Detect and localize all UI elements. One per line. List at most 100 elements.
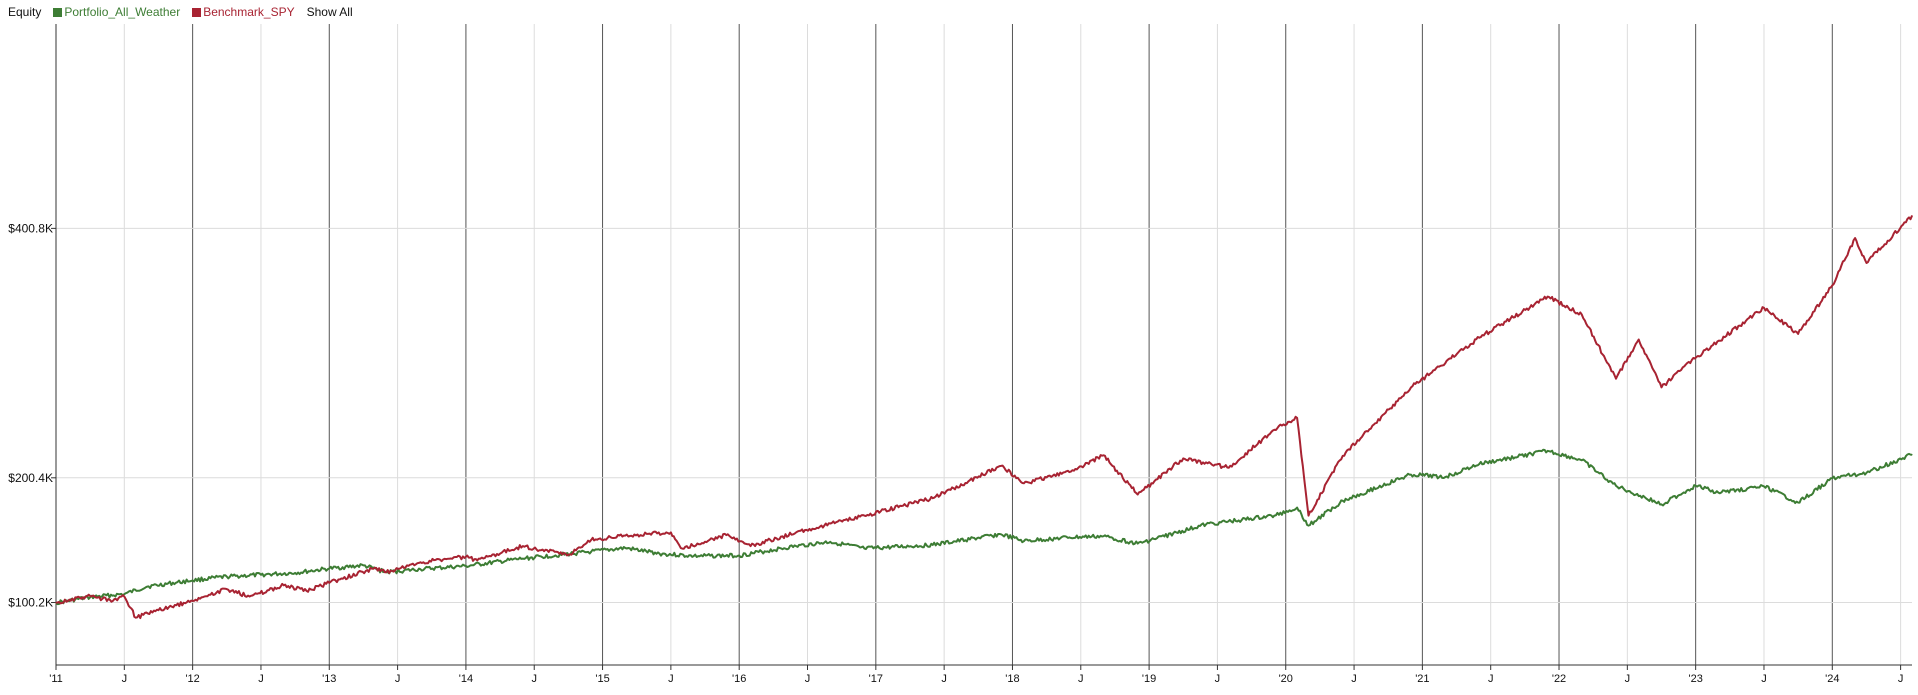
data-point — [419, 568, 421, 570]
data-point — [1615, 378, 1617, 380]
grid — [56, 24, 1912, 665]
data-point — [476, 559, 478, 562]
data-point — [226, 588, 228, 590]
data-point — [374, 567, 376, 569]
data-point — [1103, 535, 1105, 537]
chart-legend: Equity Portfolio_All_Weather Benchmark_S… — [8, 4, 353, 20]
x-tick-label: J — [122, 673, 128, 685]
data-point — [624, 547, 626, 549]
legend-label-portfolio: Portfolio_All_Weather — [64, 5, 181, 19]
data-point — [1444, 476, 1446, 478]
data-point — [1831, 284, 1833, 286]
x-tick-label: '21 — [1415, 673, 1429, 685]
x-tick-label: J — [1351, 673, 1357, 685]
axes: '11 J '12 J '13 J '14 J '15 J '16 J '17 J '18 J '19 J '20 J… — [8, 24, 1912, 685]
data-point — [1000, 465, 1002, 467]
show-all-button[interactable]: Show All — [306, 5, 353, 19]
data-point — [1307, 525, 1310, 527]
data-point — [1296, 417, 1298, 419]
data-point — [1615, 485, 1617, 487]
data-point — [1638, 338, 1640, 341]
x-tick-label: J — [1488, 673, 1494, 685]
x-tick-label: '24 — [1825, 673, 1839, 685]
data-point — [1410, 474, 1412, 476]
x-tick-label: '16 — [732, 673, 746, 685]
data-point — [1547, 450, 1549, 452]
data-point — [249, 595, 251, 598]
data-point — [55, 602, 57, 604]
data-point — [157, 609, 160, 611]
data-point — [1581, 459, 1583, 461]
x-tick-label: '13 — [322, 673, 336, 685]
x-tick-label: J — [258, 673, 264, 685]
legend-swatch-portfolio — [53, 7, 63, 17]
x-tick-label: '23 — [1688, 673, 1702, 685]
y-tick-label: $400.8K — [8, 221, 53, 235]
data-point — [1717, 492, 1719, 494]
x-tick-label: J — [805, 673, 811, 685]
data-point — [1068, 471, 1070, 473]
data-point — [590, 539, 592, 541]
data-point — [1683, 365, 1685, 367]
data-point — [283, 584, 285, 586]
data-point — [1023, 482, 1025, 484]
data-point — [305, 590, 308, 592]
data-point — [1865, 262, 1868, 264]
x-tick-label: J — [1215, 673, 1221, 685]
data-point — [1763, 307, 1765, 309]
data-point — [1342, 500, 1344, 502]
data-point — [932, 497, 934, 499]
series-line-portfolio-all-weather — [55, 448, 1913, 606]
data-point — [328, 567, 330, 570]
data-point — [567, 554, 570, 556]
data-point — [1797, 502, 1799, 504]
legend-item-benchmark[interactable]: Benchmark_SPY — [192, 5, 295, 19]
data-point — [1296, 507, 1298, 509]
data-point — [1273, 515, 1275, 517]
x-tick-label: '11 — [49, 673, 63, 685]
data-point — [693, 555, 695, 557]
data-point — [1273, 429, 1275, 431]
x-tick-label: '19 — [1142, 673, 1156, 685]
x-tick-label: J — [1625, 673, 1631, 685]
data-point — [1307, 515, 1310, 517]
data-point — [1478, 463, 1480, 465]
x-tick-label: J — [1761, 673, 1767, 685]
data-point — [1660, 386, 1663, 388]
data-point — [750, 545, 752, 547]
data-point — [1137, 543, 1139, 545]
data-point — [1228, 467, 1230, 469]
data-point — [1205, 523, 1207, 526]
x-tick-label: J — [395, 673, 401, 685]
series-line-benchmark-spy — [55, 215, 1913, 620]
data-point — [465, 565, 467, 567]
data-point — [1831, 477, 1833, 479]
data-point — [1911, 215, 1913, 217]
data-point — [1137, 493, 1139, 496]
data-point — [727, 533, 729, 535]
x-tick-label: J — [668, 673, 674, 685]
data-point — [590, 551, 592, 553]
data-point — [681, 548, 683, 550]
data-point — [226, 576, 228, 578]
x-tick-label: '18 — [1005, 673, 1019, 685]
legend-swatch-benchmark — [192, 7, 202, 17]
data-point — [863, 548, 866, 550]
data-point — [1660, 503, 1663, 505]
data-point — [192, 600, 194, 602]
data-point — [328, 582, 330, 584]
data-point — [1023, 540, 1025, 542]
data-point — [863, 515, 866, 517]
data-point — [829, 541, 831, 543]
data-point — [1865, 472, 1868, 474]
series-lines — [55, 215, 1913, 620]
data-point — [89, 595, 91, 597]
data-point — [1547, 296, 1549, 298]
data-point — [1581, 314, 1583, 316]
data-point — [1854, 237, 1856, 239]
legend-item-portfolio[interactable]: Portfolio_All_Weather — [53, 5, 180, 19]
data-point — [294, 572, 296, 574]
data-point — [1068, 536, 1070, 539]
data-point — [1695, 485, 1697, 487]
